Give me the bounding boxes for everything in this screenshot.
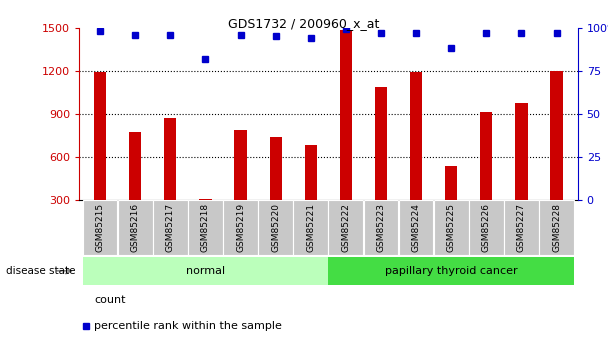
Bar [504,200,539,255]
Text: GSM85215: GSM85215 [95,203,105,252]
Bar [269,137,282,200]
Text: GSM85219: GSM85219 [236,203,245,252]
Text: GSM85226: GSM85226 [482,203,491,252]
Text: disease state: disease state [6,266,75,276]
Text: GSM85217: GSM85217 [166,203,175,252]
Bar [305,146,317,200]
Bar [258,200,293,255]
Bar [129,132,141,200]
Bar [340,30,352,200]
Bar [375,87,387,200]
Bar [188,200,223,255]
Bar [223,200,258,255]
Text: normal: normal [186,266,225,276]
Text: count: count [94,295,126,305]
Bar [199,199,212,200]
Bar [235,130,247,200]
Text: GSM85216: GSM85216 [131,203,140,252]
Text: GDS1732 / 200960_x_at: GDS1732 / 200960_x_at [229,17,379,30]
Bar [410,72,422,200]
Bar [328,257,574,285]
Text: percentile rank within the sample: percentile rank within the sample [94,321,282,331]
Bar [164,118,176,200]
Text: GSM85218: GSM85218 [201,203,210,252]
Bar [83,200,117,255]
Bar [328,200,363,255]
Text: GSM85221: GSM85221 [306,203,316,252]
Bar [550,71,562,200]
Bar [94,72,106,200]
Bar [469,200,503,255]
Text: GSM85222: GSM85222 [341,203,350,252]
Bar [118,200,153,255]
Bar [434,200,469,255]
Text: GSM85225: GSM85225 [447,203,456,252]
Text: GSM85228: GSM85228 [552,203,561,252]
Bar [83,257,328,285]
Bar [153,200,188,255]
Bar [515,103,528,200]
Text: GSM85220: GSM85220 [271,203,280,252]
Bar [539,200,574,255]
Bar [445,166,457,200]
Text: GSM85224: GSM85224 [412,203,421,252]
Text: papillary thyroid cancer: papillary thyroid cancer [385,266,517,276]
Bar [399,200,434,255]
Bar [364,200,398,255]
Bar [294,200,328,255]
Text: GSM85223: GSM85223 [376,203,385,252]
Bar [480,112,492,200]
Text: GSM85227: GSM85227 [517,203,526,252]
